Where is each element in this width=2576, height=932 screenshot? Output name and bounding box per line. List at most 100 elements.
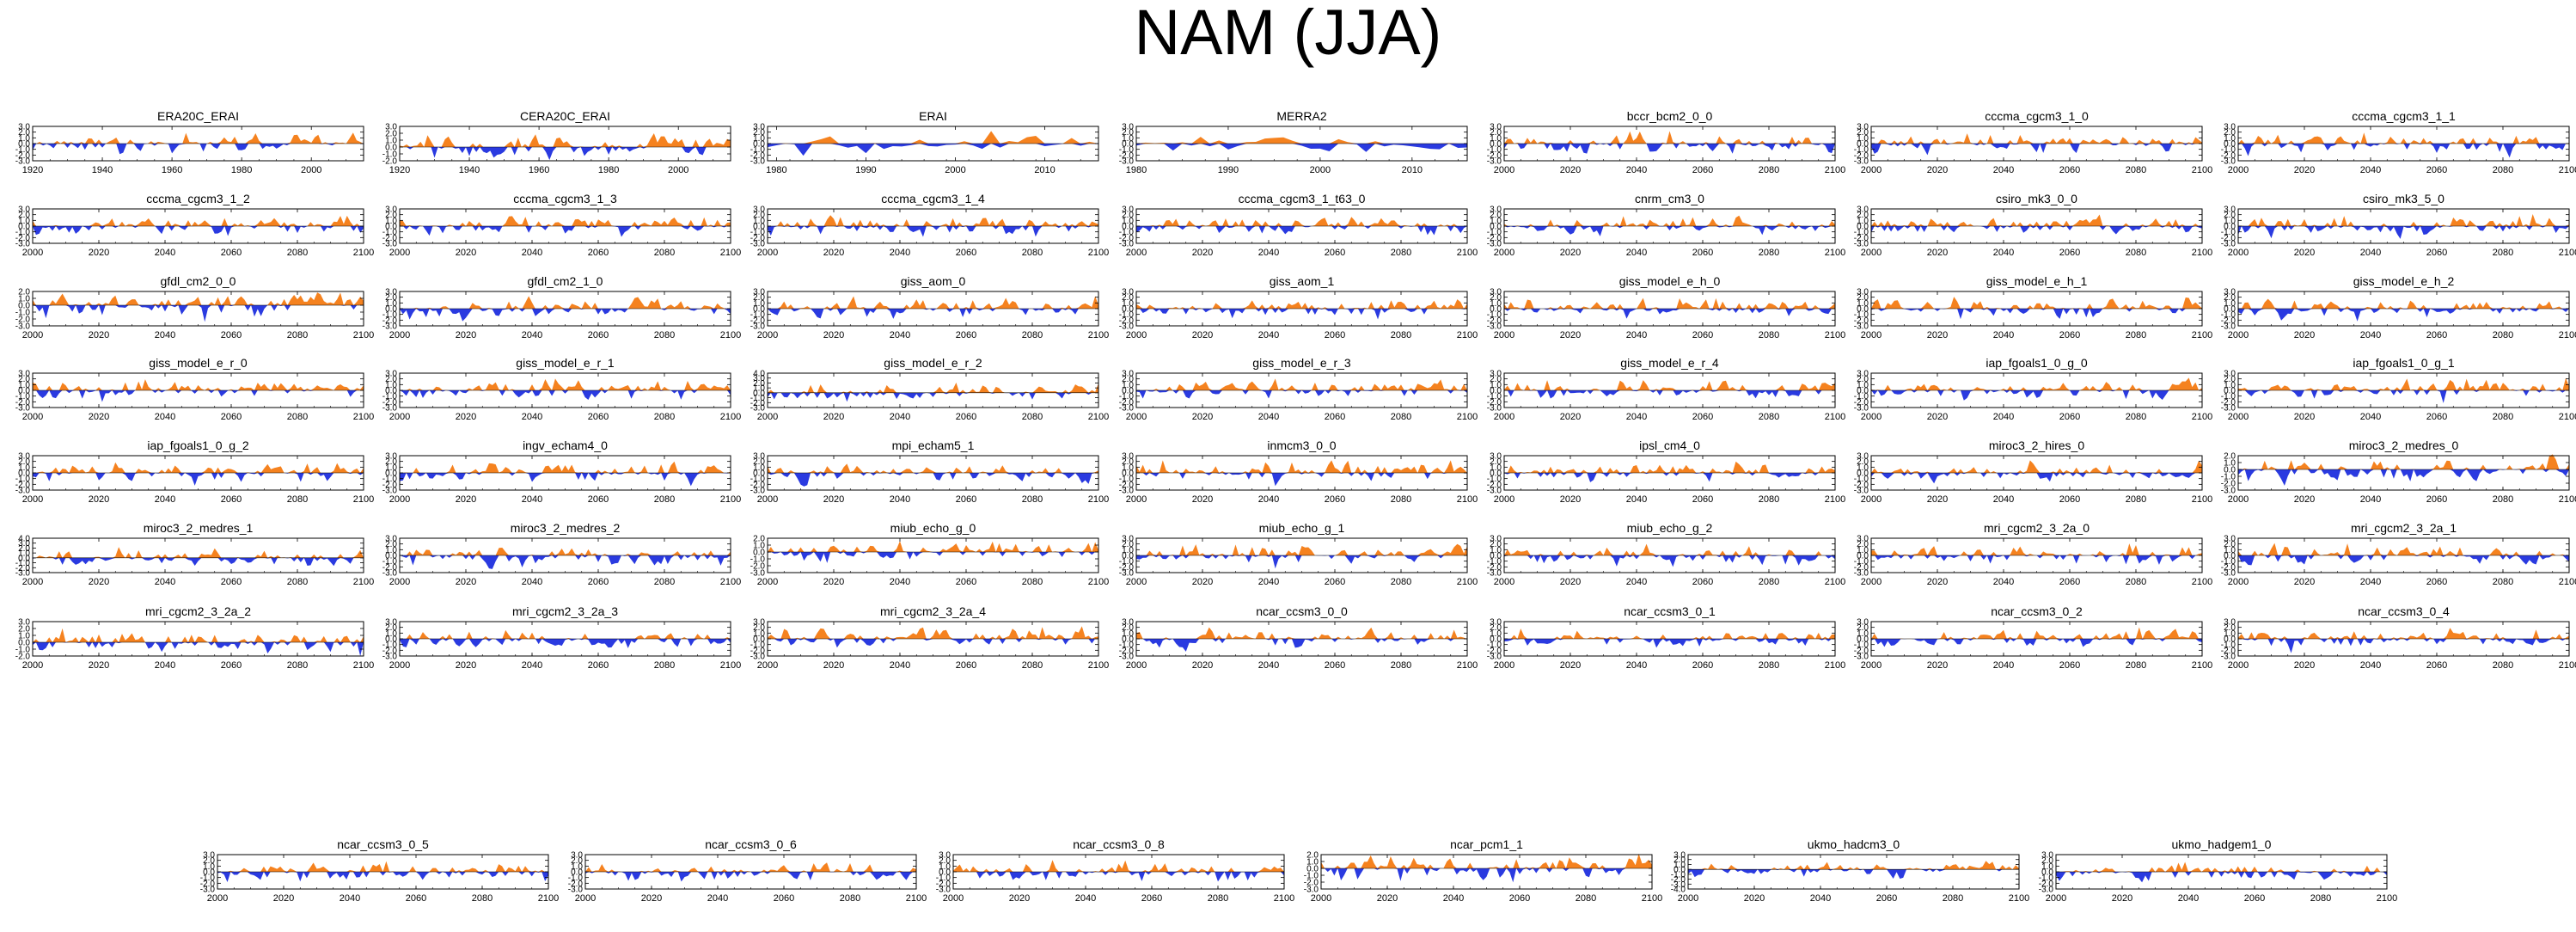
y-tick-label: -1.0: [750, 394, 766, 403]
x-tick-label: 2040: [155, 412, 175, 422]
negative-area: [33, 305, 364, 322]
x-tick-label: 2100: [1825, 660, 1845, 671]
x-tick-label: 2020: [1927, 165, 1948, 175]
y-tick-label: 2.0: [2224, 540, 2236, 549]
x-tick-label: 2010: [1402, 165, 1423, 175]
y-tick-label: 3.0: [385, 618, 397, 628]
y-tick-label: 1.0: [1122, 217, 1134, 226]
x-tick-label: 2020: [1192, 330, 1213, 340]
x-tick-label: 2020: [1560, 577, 1581, 587]
negative-area: [1504, 144, 1835, 154]
x-tick-label: 2040: [1626, 412, 1647, 422]
x-tick-label: 2000: [757, 330, 778, 340]
panel-title: miroc3_2_hires_0: [1989, 438, 2084, 452]
y-tick-label: -2.0: [382, 234, 398, 243]
y-tick-label: 0.0: [1857, 387, 1869, 396]
y-tick-label: -3.0: [750, 569, 766, 579]
y-tick-label: -3.0: [1671, 880, 1686, 890]
y-tick-label: -2.0: [2221, 316, 2236, 326]
y-tick-label: 3.0: [385, 288, 397, 297]
x-tick-label: 2000: [389, 494, 410, 505]
panel-title: gfdl_cm2_1_0: [528, 274, 603, 288]
y-tick-label: 3.0: [2224, 123, 2236, 132]
negative-area: [2238, 639, 2569, 653]
x-tick-label: 2080: [1022, 412, 1043, 422]
y-tick-label: -3.0: [2221, 240, 2236, 249]
y-tick-label: 3.0: [1857, 123, 1869, 132]
y-tick-label: -3.0: [568, 886, 584, 895]
y-tick-label: -1.0: [750, 641, 766, 650]
y-tick-label: 1.0: [2224, 299, 2236, 309]
y-tick-label: -3.0: [2221, 322, 2236, 332]
positive-area: [1871, 377, 2202, 390]
y-tick-label: -1.0: [936, 874, 951, 883]
panel-title: miub_echo_g_0: [890, 521, 976, 535]
y-tick-label: -3.0: [1854, 240, 1869, 249]
x-tick-label: 2020: [1927, 248, 1948, 258]
y-tick-label: 1.0: [1490, 546, 1502, 555]
x-tick-label: 2040: [1258, 248, 1279, 258]
x-tick-label: 2060: [1692, 330, 1713, 340]
y-tick-label: 2.0: [385, 293, 397, 303]
y-tick-label: 0.0: [18, 469, 30, 479]
y-tick-label: -2.0: [750, 234, 766, 243]
panel-mri_cgcm2_3_2a_2: mri_cgcm2_3_2a_2 3.02.01.00.0-1.0-2.02000…: [15, 604, 374, 671]
panel-giss_model_e_r_0: giss_model_e_r_0 3.02.01.00.0-1.0-2.0-3.0…: [15, 356, 374, 422]
y-tick-label: 0.0: [1122, 223, 1134, 232]
x-tick-label: 2020: [273, 893, 294, 904]
y-tick-label: 3.0: [385, 205, 397, 215]
y-tick-label: 0.0: [753, 140, 765, 150]
x-tick-label: 1980: [598, 165, 619, 175]
y-tick-label: 3.0: [1857, 452, 1869, 462]
y-tick-label: 0.0: [1857, 635, 1869, 645]
x-tick-label: 2040: [1258, 577, 1279, 587]
y-tick-label: -2.0: [1854, 316, 1869, 326]
y-tick-label: -2.0: [1487, 481, 1502, 490]
y-tick-label: 1.0: [1490, 134, 1502, 144]
y-tick-label: 0.0: [385, 144, 397, 153]
x-tick-label: 2080: [1391, 577, 1411, 587]
x-tick-label: 2020: [823, 248, 844, 258]
y-tick-label: 4.0: [18, 535, 30, 544]
x-tick-label: 2080: [1391, 248, 1411, 258]
x-tick-label: 2040: [1626, 330, 1647, 340]
panel-giss_model_e_h_0: giss_model_e_h_0 3.02.01.00.0-1.0-2.0-3.0…: [1487, 274, 1845, 340]
x-tick-label: 2100: [1088, 330, 1109, 340]
panel-title: gfdl_cm2_0_0: [161, 274, 236, 288]
y-tick-label: 1.0: [18, 217, 30, 226]
y-tick-label: -1.0: [382, 641, 398, 650]
positive-area: [1136, 137, 1467, 144]
panel-title: giss_model_e_r_3: [1252, 356, 1351, 370]
y-tick-label: -2.0: [1671, 875, 1686, 885]
y-tick-label: 3.0: [753, 618, 765, 628]
y-tick-label: 2.0: [385, 211, 397, 220]
panel-giss_model_e_h_1: giss_model_e_h_1 3.02.01.00.0-1.0-2.0-3.0…: [1854, 274, 2212, 340]
positive-area: [33, 462, 364, 473]
y-tick-label: 3.0: [753, 374, 765, 383]
negative-area: [2238, 226, 2569, 239]
y-tick-label: 1.0: [1306, 858, 1319, 868]
panel-title: inmcm3_0_0: [1267, 438, 1336, 452]
y-tick-label: -1.0: [15, 228, 31, 237]
y-tick-label: -1.0: [1119, 392, 1135, 402]
y-tick-label: 0.0: [753, 635, 765, 645]
x-tick-label: 2100: [2559, 248, 2576, 258]
x-tick-label: 2020: [823, 494, 844, 505]
negative-area: [400, 555, 731, 569]
x-tick-label: 2080: [2493, 494, 2513, 505]
panel-miroc3_2_medres_2: miroc3_2_medres_2 3.02.01.00.0-1.0-2.0-3.…: [382, 521, 741, 587]
panel-title: cccma_cgcm3_1_1: [2352, 109, 2456, 123]
panel-iap_fgoals1_0_g_0: iap_fgoals1_0_g_0 3.02.01.00.0-1.0-2.0-3.…: [1854, 356, 2212, 422]
y-tick-label: -1.0: [1487, 145, 1502, 155]
x-tick-label: 2000: [943, 893, 964, 904]
negative-area: [768, 473, 1098, 487]
y-tick-label: 2.0: [753, 128, 765, 138]
y-tick-label: 3.0: [1490, 535, 1502, 544]
negative-area: [768, 309, 1098, 319]
x-tick-label: 2080: [1576, 893, 1596, 904]
x-tick-label: 2040: [155, 494, 175, 505]
panel-title: csiro_mk3_0_0: [1996, 192, 2077, 205]
